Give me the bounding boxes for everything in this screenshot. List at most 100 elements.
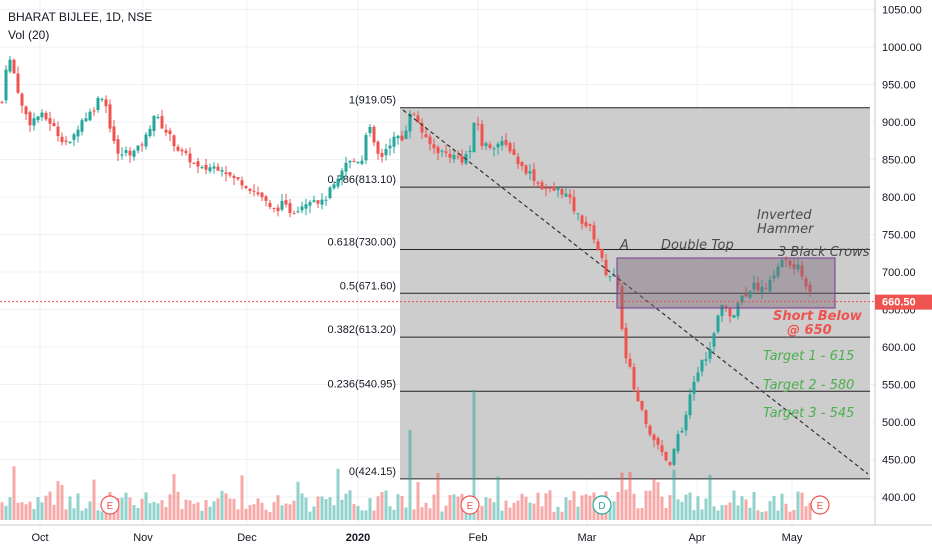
candle-body [284, 200, 288, 205]
volume-bar [448, 495, 452, 520]
candle-body [684, 414, 688, 431]
volume-bar [620, 472, 624, 520]
candle-body [236, 177, 240, 180]
candle-body [308, 202, 312, 206]
candle-body [528, 171, 532, 174]
candle-body [116, 139, 120, 154]
volume-bar [432, 494, 436, 520]
price-tick-label: 700.00 [882, 267, 916, 279]
volume-bar [44, 495, 48, 520]
price-tick-label: 750.00 [882, 230, 916, 242]
candle-body [688, 394, 692, 416]
candle-body [448, 153, 452, 158]
volume-bar [808, 502, 812, 520]
volume-bar [720, 505, 724, 520]
annotation-inverted-hammer-2: Hammer [757, 222, 815, 237]
volume-bar [320, 496, 324, 520]
candle-body [744, 293, 748, 297]
volume-bar [484, 497, 488, 520]
time-axis[interactable]: Oct Nov Dec 2020 Feb Mar Apr May [31, 532, 802, 544]
volume-bar [480, 505, 484, 520]
candle-body [712, 333, 716, 347]
volume-bar [800, 492, 804, 520]
candle-body [564, 193, 568, 197]
volume-bar [356, 505, 360, 520]
candle-body [320, 199, 324, 205]
volume-bar [40, 502, 44, 520]
candle-body [192, 162, 196, 164]
volume-bar [716, 510, 720, 520]
candle-body [736, 302, 740, 317]
candle-body [396, 135, 400, 139]
fib-level-label: 1(919.05) [349, 95, 396, 107]
volume-bar [100, 511, 104, 520]
candle-body [484, 143, 488, 147]
candle-body [240, 180, 244, 186]
volume-bar [784, 503, 788, 520]
volume-bar [180, 509, 184, 520]
price-tick-label: 950.00 [882, 80, 916, 92]
fibonacci-levels: 1(919.05) 0.786(813.10) 0.618(730.00) 0.5(6… [328, 95, 870, 480]
volume-bar [396, 494, 400, 520]
candle-body [628, 358, 632, 367]
candle-body [248, 188, 252, 191]
fib-level-label: 0(424.15) [349, 466, 396, 478]
candle-body [96, 97, 100, 111]
volume-bar [560, 511, 564, 520]
event-marker[interactable] [810, 495, 830, 515]
volume-bar [772, 495, 776, 520]
event-marker[interactable] [592, 495, 612, 515]
volume-bar [172, 474, 176, 520]
volume-bar [136, 507, 140, 520]
price-axis[interactable]: 1050.00 1000.00 950.00 900.00 850.00 800.00 75… [882, 5, 922, 505]
candle-body [372, 126, 376, 143]
candle-body [276, 207, 280, 212]
candle-body [212, 166, 216, 169]
volume-bar [200, 510, 204, 520]
volume-bar [272, 502, 276, 520]
annotation-target-1: Target 1 - 615 [763, 349, 854, 364]
volume-bar [368, 498, 372, 520]
volume-bar [264, 509, 268, 520]
candle-body [576, 213, 580, 215]
volume-bar [792, 510, 796, 520]
candle-body [732, 315, 736, 318]
volume-bar [228, 498, 232, 520]
candle-body [300, 206, 304, 211]
volume-bar [52, 504, 56, 520]
volume-bar [692, 510, 696, 520]
candle-body [64, 140, 68, 142]
candle-body [344, 162, 348, 172]
event-marker[interactable] [460, 495, 480, 515]
volume-bar [376, 496, 380, 520]
candle-body [404, 130, 408, 140]
candle-body [752, 282, 756, 290]
volume-bar [188, 500, 192, 520]
candle-body [264, 196, 268, 201]
volume-bar [280, 505, 284, 520]
volume-bar [216, 498, 220, 520]
candle-body [292, 213, 296, 215]
candle-body [272, 207, 276, 209]
candle-body [532, 169, 536, 182]
annotation-point-a: A [619, 238, 629, 253]
candle-body [740, 295, 744, 303]
fib-level-label: 0.5(671.60) [340, 280, 396, 292]
candle-body [208, 167, 212, 172]
price-tick-label: 550.00 [882, 380, 916, 392]
volume-bar [428, 508, 432, 520]
candle-body [784, 259, 788, 261]
volume-bar [700, 509, 704, 520]
price-tick-label: 500.00 [882, 417, 916, 429]
candle-body [56, 126, 60, 137]
event-marker[interactable] [100, 495, 120, 515]
volume-bars [0, 390, 812, 520]
volume-bar [224, 493, 228, 520]
volume-bar [372, 510, 376, 520]
volume-bar [168, 494, 172, 520]
volume-bar [648, 490, 652, 520]
volume-bar [804, 506, 808, 520]
candle-body [44, 112, 48, 120]
